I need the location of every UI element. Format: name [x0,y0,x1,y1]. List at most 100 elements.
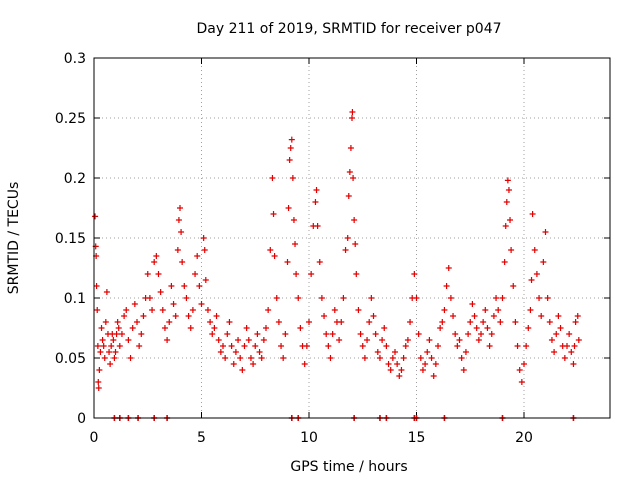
data-point [108,343,115,349]
data-point [501,259,508,265]
data-point [527,307,534,313]
data-point [551,349,558,355]
data-point [267,247,274,253]
data-point [417,355,424,361]
data-point [200,235,207,241]
data-point [482,307,489,313]
data-point [285,205,292,211]
data-point [351,217,358,223]
data-point [374,349,381,355]
data-point [269,175,276,181]
data-point [250,361,257,367]
data-point [230,361,237,367]
y-tick-label: 0 [77,411,86,427]
data-point [153,253,160,259]
data-point [131,301,138,307]
data-point [228,343,235,349]
data-point [146,295,153,301]
data-point [383,343,390,349]
data-point [557,325,564,331]
y-axis-label: SRMTID / TECUs [6,182,22,295]
data-point [538,313,545,319]
data-point [571,343,578,349]
data-point [96,367,103,373]
y-tick-label: 0.2 [64,171,86,187]
data-point [290,217,297,223]
data-point [265,307,272,313]
data-point [134,319,140,325]
data-point [338,319,345,325]
data-point [202,277,209,283]
data-point [344,235,351,241]
data-point [467,319,474,325]
y-tick-label: 0.15 [55,231,86,247]
data-point [478,331,484,337]
data-point [100,343,107,349]
data-point [114,319,121,325]
x-tick-label: 5 [197,430,206,446]
data-point [486,343,493,349]
data-point [525,325,532,331]
data-point [209,331,216,337]
data-point [512,319,519,325]
data-point [443,283,450,289]
data-point [115,325,122,331]
data-point [521,361,527,367]
x-axis-label: GPS time / hours [290,459,407,475]
data-point [536,295,543,301]
data-point [178,229,185,235]
data-point [222,355,229,361]
data-point [127,355,134,361]
data-point [413,295,420,301]
data-point [192,271,199,277]
data-point [561,355,568,361]
data-point [428,355,435,361]
data-point [469,301,476,307]
data-point [303,343,310,349]
data-point [480,319,487,325]
data-point [224,331,231,337]
data-point [282,331,289,337]
data-point [97,349,104,355]
data-point [99,337,106,343]
data-point [462,349,469,355]
data-point [220,343,226,349]
data-point [292,241,299,247]
data-point [95,379,102,385]
data-point [157,289,164,295]
data-point [475,337,482,343]
data-point [239,367,246,373]
data-point [183,295,190,301]
data-point [297,325,304,331]
data-point [353,271,360,277]
data-point [312,199,319,205]
data-point [213,313,220,319]
data-point [196,283,203,289]
data-point [575,337,582,343]
data-point [110,337,117,343]
data-point [168,283,175,289]
data-point [102,319,109,325]
data-point [372,331,379,337]
data-point [151,259,158,265]
data-point [495,307,502,313]
data-point [323,331,330,337]
data-point [170,301,177,307]
data-point [211,325,218,331]
data-point [518,379,525,385]
data-point [136,343,143,349]
data-point [574,313,581,319]
data-point [484,325,491,331]
data-point [293,271,300,277]
data-point [385,361,392,367]
x-tick-label: 10 [300,430,318,446]
data-point [98,325,105,331]
data-point [430,373,437,379]
data-point [346,169,353,175]
y-tick-label: 0.1 [64,291,86,307]
data-point [140,313,147,319]
data-point [514,343,521,349]
data-series-srmtid [92,109,582,421]
data-point [499,295,506,301]
